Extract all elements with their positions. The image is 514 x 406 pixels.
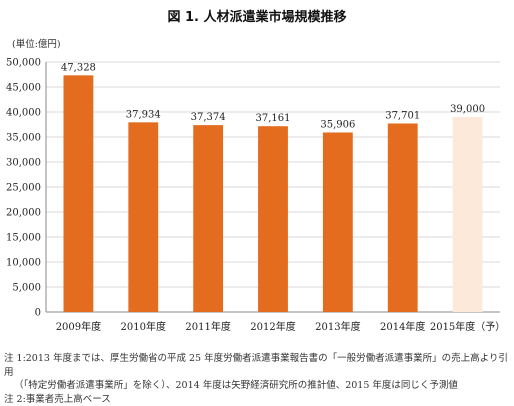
bar-chart: 0 5,000 10,000 15,000 20,000 25,000 30,000 35,0… [0, 0, 514, 345]
footnote-1: 注 1:2013 年度までは、厚生労働省の平成 25 年度労働者派遣事業報告書の… [4, 352, 512, 379]
data-label: 37,161 [256, 113, 291, 124]
bar-forecast [453, 117, 483, 312]
y-tick-label: 40,000 [6, 108, 41, 119]
y-tick-label: 45,000 [6, 83, 41, 94]
y-tick-label: 25,000 [6, 183, 41, 194]
x-tick-label: 2014年度 [380, 320, 425, 333]
y-tick-label: 20,000 [6, 208, 41, 219]
y-tick-label: 15,000 [6, 233, 41, 244]
y-tick-label: 35,000 [6, 133, 41, 144]
y-tick-label: 5,000 [12, 283, 41, 294]
x-tick-label: 2011年度 [185, 320, 230, 333]
y-tick-label: 10,000 [6, 258, 41, 269]
x-tick-label: 2012年度 [250, 320, 295, 333]
data-label: 37,934 [126, 109, 161, 120]
footnote-1-continued: （「特定労働者派遣事業所」を除く）、2014 年度は矢野経済研究所の推計値、20… [4, 379, 512, 393]
y-tick-label: 0 [35, 308, 41, 319]
x-tick-label: 2015年度（予） [430, 320, 505, 333]
x-tick-label: 2013年度 [315, 320, 360, 333]
bar [388, 123, 418, 312]
bar [64, 75, 94, 312]
data-label: 37,374 [191, 112, 226, 123]
y-tick-label: 30,000 [6, 158, 41, 169]
x-tick-label: 2010年度 [121, 320, 166, 333]
x-tick-label: 2009年度 [56, 320, 101, 333]
bar [193, 125, 223, 312]
bar [323, 132, 353, 312]
footnote-2: 注 2:事業者売上高ベース [4, 393, 512, 406]
data-label: 47,328 [61, 62, 96, 73]
bar [128, 122, 158, 312]
data-label: 37,701 [385, 110, 420, 121]
y-tick-label: 50,000 [6, 58, 41, 69]
data-label: 39,000 [450, 104, 485, 115]
bar [258, 126, 288, 312]
footnotes: 注 1:2013 年度までは、厚生労働省の平成 25 年度労働者派遣事業報告書の… [4, 352, 512, 406]
data-label: 35,906 [320, 119, 355, 130]
